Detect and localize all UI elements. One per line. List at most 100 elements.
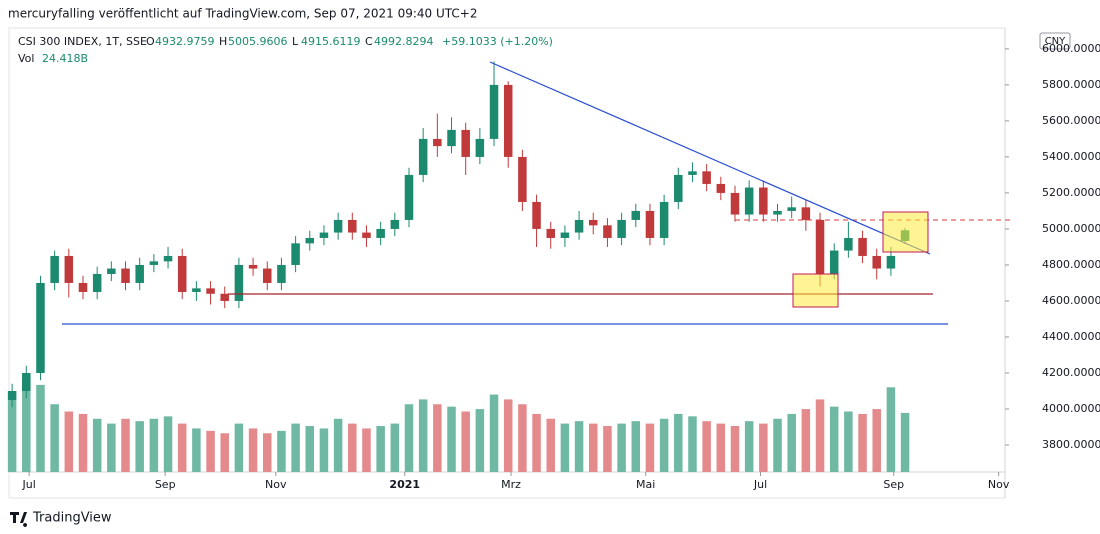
ohlc-key: H — [219, 35, 227, 48]
candle-body — [220, 293, 229, 301]
y-tick-label: 5200.0000 — [1042, 186, 1100, 199]
candle-body — [744, 187, 754, 215]
volume-bar — [177, 423, 187, 472]
volume-bar — [475, 409, 485, 472]
candle-body — [22, 372, 31, 391]
volume-bar — [659, 418, 669, 472]
volume-bar — [333, 418, 343, 472]
volume-bar — [773, 418, 782, 472]
x-tick-label: Nov — [988, 478, 1010, 491]
volume-bar — [489, 394, 499, 472]
candle-body — [305, 237, 315, 244]
volume-bar — [702, 421, 711, 472]
logo — [10, 512, 28, 527]
volume-bar — [418, 399, 428, 472]
volume-bar — [291, 423, 300, 472]
y-tick-label: 5000.0000 — [1042, 222, 1100, 235]
y-tick-label: 4600.0000 — [1042, 294, 1100, 307]
volume-bar — [546, 418, 555, 472]
candle-body — [886, 255, 896, 269]
candle-body — [574, 219, 584, 233]
candle-body — [659, 201, 669, 238]
ohlc-value: 4932.9759 — [155, 35, 215, 48]
y-tick-label: 6000.0000 — [1042, 42, 1100, 55]
volume-bar — [744, 421, 754, 472]
candle-body — [50, 255, 59, 283]
candle-body — [702, 171, 711, 184]
y-tick-label: 5400.0000 — [1042, 150, 1100, 163]
candle-body — [787, 207, 796, 211]
volume-bar — [220, 433, 229, 472]
volume-bar — [121, 418, 130, 472]
x-tick-label: Sep — [155, 478, 176, 491]
candle-body — [815, 219, 825, 274]
candle-body — [7, 390, 17, 400]
volume-bar — [22, 380, 31, 472]
volume-bar — [872, 409, 881, 472]
volume-bar — [858, 413, 867, 472]
volume-bar — [192, 428, 201, 472]
volume-bar — [730, 426, 740, 472]
volume-bar — [234, 423, 244, 472]
candle-body — [263, 268, 272, 283]
candle-body — [121, 268, 130, 283]
volume-bar — [829, 406, 839, 472]
candle-body — [730, 192, 740, 215]
volume-bar — [135, 421, 144, 472]
volume-bar — [404, 404, 414, 472]
y-tick-label: 3800.0000 — [1042, 438, 1100, 451]
highlight-box — [792, 273, 839, 308]
candle-body — [78, 282, 88, 292]
candle-body — [688, 171, 697, 175]
candle-body — [759, 187, 768, 215]
candle-body — [192, 288, 201, 292]
candle-body — [518, 156, 527, 202]
candle-body — [461, 129, 470, 157]
volume-bar — [7, 399, 17, 472]
ohlc-key: C — [365, 35, 373, 48]
candle-body — [645, 210, 655, 238]
volume-bar — [78, 413, 88, 472]
ohlc-value: 4992.8294 — [374, 35, 434, 48]
ohlc-value: 4915.6119 — [301, 35, 361, 48]
x-tick-label: Jul — [753, 478, 767, 491]
candle-body — [319, 232, 329, 238]
candle-body — [234, 264, 244, 301]
volume-bar — [617, 423, 626, 472]
volume-bar — [206, 430, 215, 472]
candle-body — [674, 174, 683, 202]
candle-body — [546, 228, 555, 238]
volume-bar — [248, 428, 258, 472]
volume-bar — [50, 404, 59, 472]
header: mercuryfalling veröffentlicht auf Tradin… — [8, 7, 477, 21]
volume-bar — [305, 426, 315, 472]
candle-body — [532, 201, 541, 229]
volume-bar — [461, 411, 470, 472]
candle-body — [588, 219, 598, 226]
candle-body — [348, 219, 357, 233]
volume-bar — [376, 426, 385, 472]
volume-bar — [532, 413, 541, 472]
candle-body — [92, 273, 102, 292]
candle-body — [277, 264, 286, 283]
candle-body — [404, 174, 414, 220]
candle-body — [418, 138, 428, 175]
volume-value: 24.418B — [42, 52, 88, 65]
trend-line — [489, 61, 931, 255]
volume-bar — [107, 423, 116, 472]
candle-body — [631, 210, 641, 220]
volume-bar — [64, 411, 74, 472]
candle-body — [291, 243, 300, 265]
candle-body — [716, 183, 726, 193]
candle-body — [617, 219, 626, 238]
drawings — [62, 61, 1010, 325]
candle-body — [64, 255, 74, 283]
candle-body — [36, 282, 45, 373]
legend: CSI 300 INDEX, 1T, SSE Vol 24.418B O 4932… — [18, 35, 553, 65]
logo-mark — [10, 512, 28, 527]
candle-body — [390, 219, 400, 229]
candle-body — [560, 232, 570, 238]
candle-body — [447, 129, 456, 147]
x-tick-label: 2021 — [389, 478, 420, 491]
